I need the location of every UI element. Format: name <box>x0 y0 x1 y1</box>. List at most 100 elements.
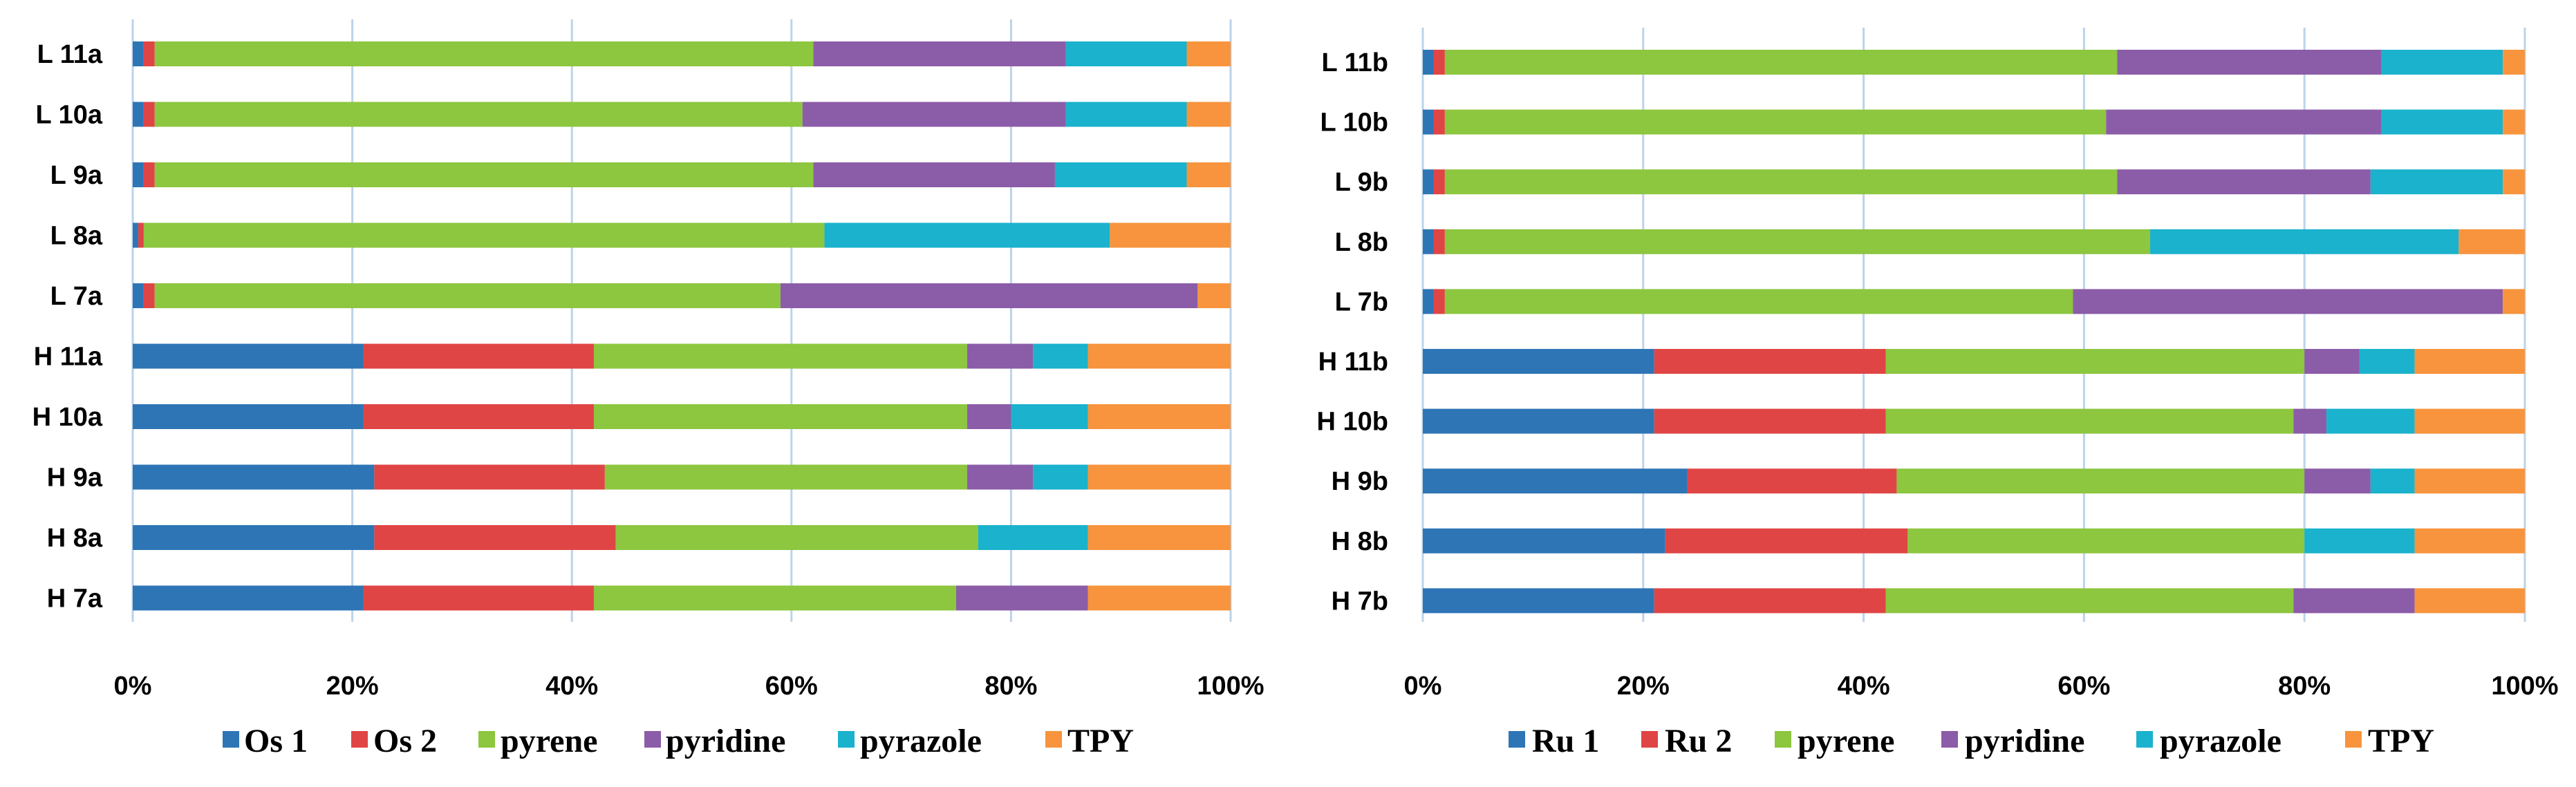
bar-segment-ru-1 <box>1423 289 1434 314</box>
bar-segment-pyridine <box>813 41 1066 66</box>
bar-segment-pyridine <box>967 343 1034 369</box>
bar-segment-os-2 <box>143 41 155 66</box>
category-label: L 9b <box>1335 168 1388 197</box>
bar-segment-os-1 <box>133 404 364 429</box>
bar-segment-pyrene <box>1885 349 2305 374</box>
legend-swatch <box>644 731 661 748</box>
bar-segment-pyrene <box>1907 528 2305 553</box>
bar-segment-os-2 <box>374 464 605 490</box>
x-tick-label: 80% <box>984 672 1037 701</box>
category-label: L 9a <box>50 161 103 190</box>
legend-swatch <box>2345 731 2362 748</box>
bar-segment-pyrene <box>1444 169 2118 195</box>
legend-swatch <box>351 731 368 748</box>
category-label: L 11b <box>1322 48 1388 77</box>
bar-segment-ru-1 <box>1423 50 1434 75</box>
bar-segment-os-2 <box>363 585 594 611</box>
x-tick-label: 60% <box>2057 672 2110 701</box>
legend-swatch <box>1045 731 1062 748</box>
bar-segment-ru-2 <box>1665 528 1908 553</box>
category-label: L 8b <box>1335 228 1388 257</box>
category-label: L 7b <box>1335 287 1388 316</box>
bar-segment-os-1 <box>133 41 144 66</box>
bar-segment-pyrene <box>1444 50 2118 75</box>
bar-segment-pyrene <box>154 102 803 127</box>
x-tick-label: 0% <box>114 672 152 701</box>
bar-segment-os-1 <box>133 102 144 127</box>
bar-segment-pyrene <box>1444 229 2151 254</box>
bar-segment-tpy <box>2414 349 2525 374</box>
legend-swatch <box>1641 731 1658 748</box>
bar-segment-ru-1 <box>1423 408 1654 434</box>
x-tick-label: 40% <box>1838 672 1890 701</box>
bar-segment-pyridine <box>2293 588 2415 614</box>
category-label: L 11a <box>37 40 103 69</box>
bar-segment-pyrene <box>1444 109 2107 135</box>
bar-segment-pyrene <box>604 464 967 490</box>
legend-swatch <box>223 731 239 748</box>
bar-segment-os-2 <box>143 162 155 187</box>
bar-segment-pyrene <box>1885 408 2294 434</box>
legend-swatch <box>1775 731 1791 748</box>
bar-segment-ru-2 <box>1433 289 1445 314</box>
bar-segment-pyrazole <box>2381 50 2503 75</box>
bar-segment-pyrene <box>1896 468 2305 494</box>
bar-segment-pyridine <box>802 102 1066 127</box>
legend-swatch <box>838 731 855 748</box>
category-label: L 8a <box>50 222 103 251</box>
bar-segment-tpy <box>2414 468 2525 494</box>
bar-segment-ru-1 <box>1423 109 1434 135</box>
bar-segment-pyridine <box>2304 349 2360 374</box>
bar-segment-ru-2 <box>1654 349 1886 374</box>
bar-segment-pyrene <box>1885 588 2294 614</box>
legend-swatch <box>1941 731 1958 748</box>
bar-segment-pyridine <box>2117 169 2371 195</box>
bar-segment-pyrazole <box>2326 408 2415 434</box>
legend-swatch <box>2136 731 2153 748</box>
bar-segment-os-2 <box>374 525 616 550</box>
bar-segment-pyrazole <box>978 525 1088 550</box>
bar-segment-pyrene <box>593 585 956 611</box>
category-label: H 11b <box>1318 348 1388 377</box>
bar-segment-tpy <box>2503 50 2525 75</box>
bar-segment-pyrene <box>154 162 814 187</box>
legend-label: pyrene <box>1798 723 1894 759</box>
bar-segment-tpy <box>2414 408 2525 434</box>
bar-segment-ru-2 <box>1654 408 1886 434</box>
bar-segment-ru-2 <box>1433 50 1445 75</box>
bar-segment-ru-1 <box>1423 169 1434 195</box>
bar-segment-os-2 <box>363 343 594 369</box>
bar-segment-pyrazole <box>1065 102 1187 127</box>
bar-segment-ru-1 <box>1423 468 1688 494</box>
bar-segment-tpy <box>1088 585 1231 611</box>
legend-label: pyridine <box>666 723 785 759</box>
category-label: H 7a <box>47 585 103 614</box>
bar-segment-pyrene <box>154 283 781 308</box>
bar-segment-os-2 <box>138 222 144 248</box>
category-label: L 10b <box>1320 108 1388 138</box>
bar-segment-tpy <box>2503 109 2525 135</box>
category-label: H 9b <box>1332 467 1388 496</box>
bar-segment-pyrazole <box>1065 41 1187 66</box>
bar-segment-os-1 <box>133 343 364 369</box>
x-tick-label: 60% <box>765 672 818 701</box>
bar-segment-tpy <box>1110 222 1231 248</box>
bar-segment-pyrene <box>593 343 967 369</box>
bar-segment-pyridine <box>2073 289 2503 314</box>
legend-label: Os 1 <box>244 723 308 759</box>
x-tick-label: 100% <box>2491 672 2558 701</box>
bar-segment-ru-1 <box>1423 349 1654 374</box>
bar-segment-os-1 <box>133 525 375 550</box>
category-label: H 9a <box>47 464 103 493</box>
bar-segment-ru-2 <box>1433 229 1445 254</box>
x-tick-label: 20% <box>326 672 379 701</box>
bar-segment-os-2 <box>143 283 155 308</box>
legend-label: Ru 1 <box>1532 723 1599 759</box>
bar-segment-pyrazole <box>2381 109 2503 135</box>
bar-segment-tpy <box>1197 283 1231 308</box>
category-label: H 8b <box>1332 527 1388 556</box>
chart-ru: L 11b L 10b L 9b L 8b L 7b H 11b H 10b H 9b H 8b… <box>1317 28 2559 759</box>
category-label: H 11a <box>34 343 103 372</box>
bar-segment-pyrazole <box>2359 349 2415 374</box>
bar-segment-tpy <box>2414 588 2525 614</box>
